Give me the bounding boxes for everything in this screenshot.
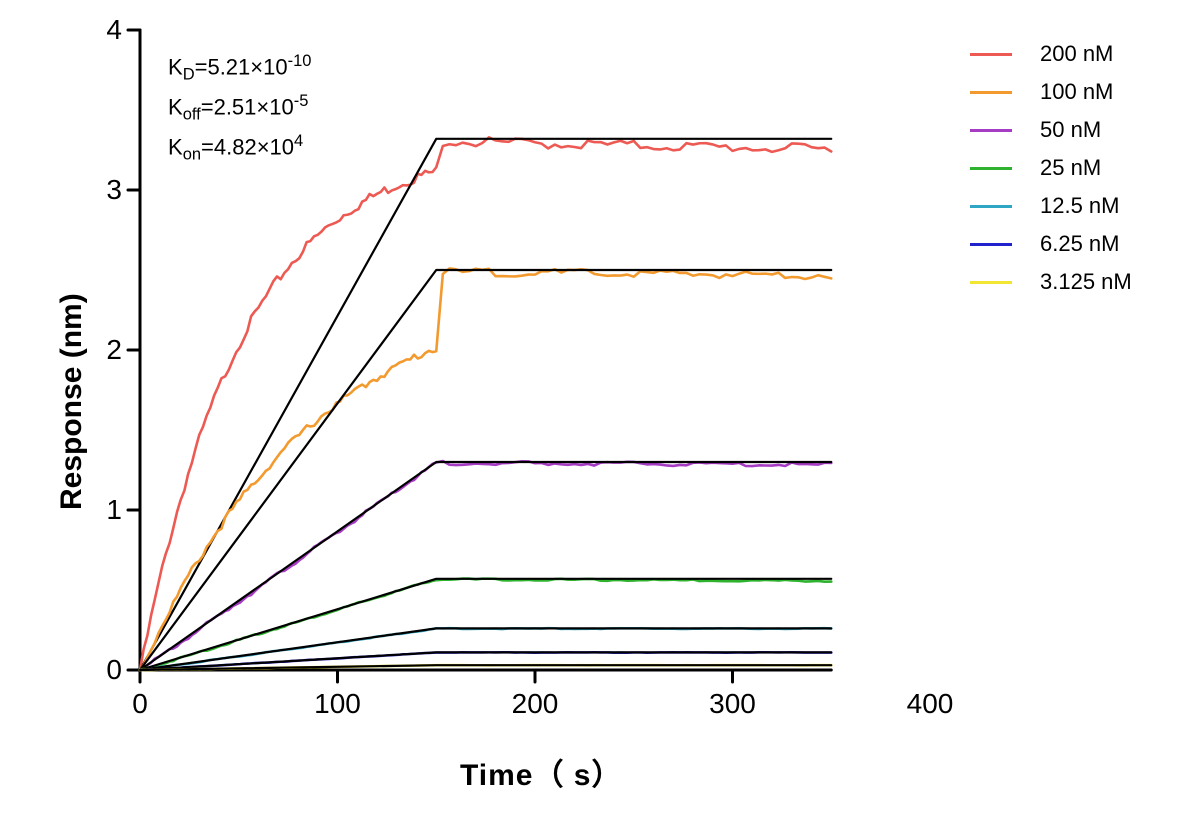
legend-label: 6.25 nM bbox=[1040, 231, 1120, 257]
legend-item: 50 nM bbox=[970, 111, 1132, 149]
legend-item: 100 nM bbox=[970, 73, 1132, 111]
legend-swatch bbox=[970, 129, 1012, 132]
legend-swatch bbox=[970, 91, 1012, 94]
legend-item: 200 nM bbox=[970, 35, 1132, 73]
fit-line bbox=[140, 270, 831, 670]
x-tick-label: 200 bbox=[512, 688, 559, 720]
legend-swatch bbox=[970, 53, 1012, 56]
legend-item: 6.25 nM bbox=[970, 225, 1132, 263]
x-tick-label: 300 bbox=[709, 688, 756, 720]
series-line bbox=[140, 268, 831, 670]
x-tick-label: 0 bbox=[132, 688, 148, 720]
legend-label: 25 nM bbox=[1040, 155, 1101, 181]
annotation-line: Kon=4.82×104 bbox=[168, 128, 311, 168]
kinetic-constants-annotation: KD=5.21×10-10Koff=2.51×10-5Kon=4.82×104 bbox=[168, 48, 311, 168]
legend-label: 3.125 nM bbox=[1040, 269, 1132, 295]
series-line bbox=[140, 137, 831, 670]
y-tick-label: 4 bbox=[98, 14, 122, 46]
legend-swatch bbox=[970, 205, 1012, 208]
fit-line bbox=[140, 139, 831, 670]
legend-label: 50 nM bbox=[1040, 117, 1101, 143]
legend-item: 25 nM bbox=[970, 149, 1132, 187]
legend: 200 nM 100 nM 50 nM 25 nM 12.5 nM 6.25 nM 3.12… bbox=[970, 35, 1132, 301]
annotation-line: Koff=2.51×10-5 bbox=[168, 88, 311, 128]
legend-item: 3.125 nM bbox=[970, 263, 1132, 301]
legend-swatch bbox=[970, 167, 1012, 170]
y-axis-label: Response (nm) bbox=[55, 293, 89, 510]
y-tick-label: 2 bbox=[98, 334, 122, 366]
legend-label: 100 nM bbox=[1040, 79, 1113, 105]
legend-swatch bbox=[970, 243, 1012, 246]
y-tick-label: 3 bbox=[98, 174, 122, 206]
annotation-line: KD=5.21×10-10 bbox=[168, 48, 311, 88]
legend-label: 200 nM bbox=[1040, 41, 1113, 67]
legend-item: 12.5 nM bbox=[970, 187, 1132, 225]
kinetics-chart: { "chart": { "type": "line", "background… bbox=[0, 0, 1201, 825]
x-tick-label: 100 bbox=[314, 688, 361, 720]
x-axis-label: Time（ s） bbox=[460, 750, 623, 794]
y-tick-label: 0 bbox=[98, 654, 122, 686]
legend-label: 12.5 nM bbox=[1040, 193, 1120, 219]
y-tick-label: 1 bbox=[98, 494, 122, 526]
legend-swatch bbox=[970, 281, 1012, 284]
x-tick-label: 400 bbox=[907, 688, 954, 720]
